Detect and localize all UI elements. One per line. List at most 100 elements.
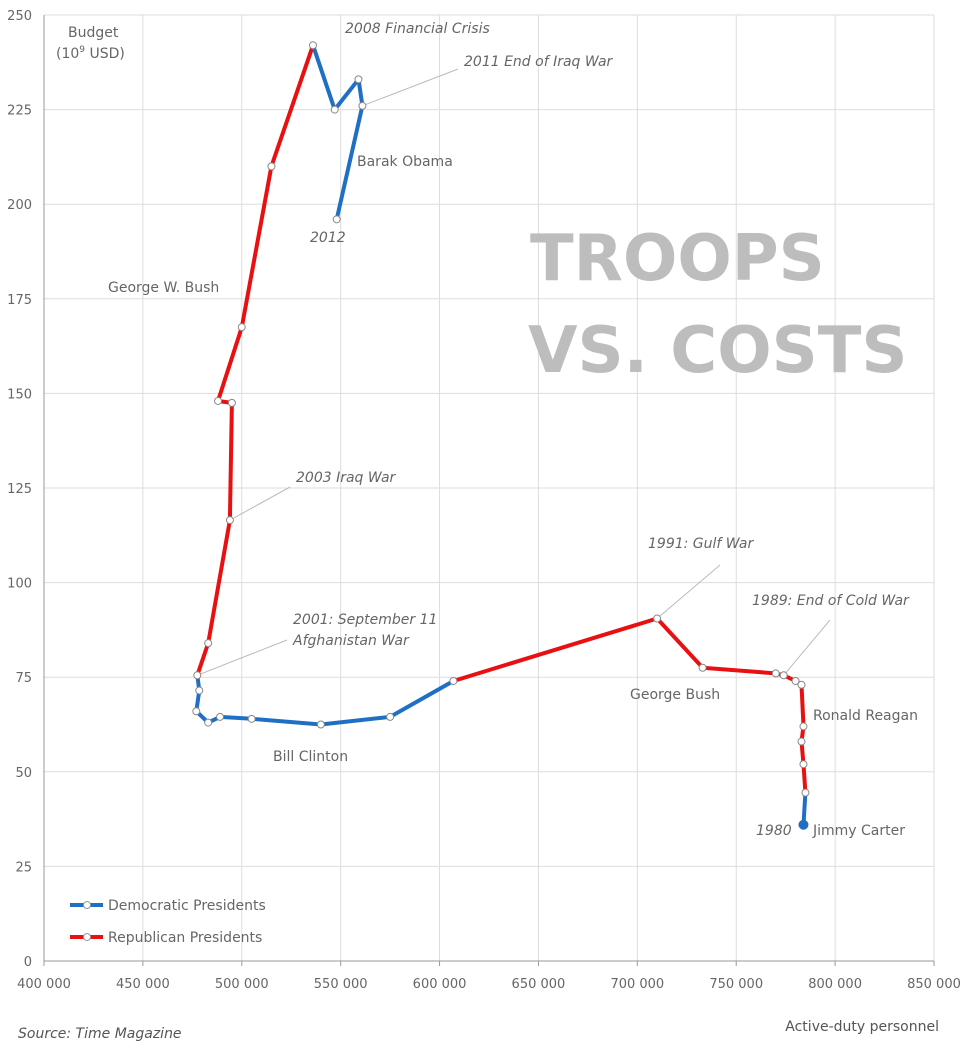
y-tick-label: 200	[7, 198, 32, 213]
data-point	[225, 516, 234, 525]
y-axis-label-unit: USD)	[85, 46, 125, 62]
source-note: Source: Time Magazine	[18, 1026, 182, 1042]
data-point	[779, 671, 788, 680]
annotation-2011-end-of-iraq-war: 2011 End of Iraq War	[464, 54, 614, 70]
annotation-leader	[362, 68, 459, 107]
x-tick-labels: 400 000 450 000 500 000 550 000 600 000 650 0…	[17, 977, 961, 992]
data-point	[698, 663, 707, 672]
data-point	[653, 614, 662, 623]
data-point	[237, 323, 246, 332]
y-tick-label: 150	[7, 387, 32, 402]
title-line-2: VS. COSTS	[528, 314, 907, 388]
y-axis-label-prefix: (10	[56, 46, 79, 62]
series-line-barak-obama	[311, 43, 365, 222]
president-label-jimmy-carter: Jimmy Carter	[812, 823, 905, 839]
data-point	[799, 760, 808, 769]
data-point	[449, 676, 458, 685]
series-line-george-bush	[451, 616, 778, 683]
y-tick-label: 100	[7, 577, 32, 592]
data-point	[386, 712, 395, 721]
data-point	[204, 639, 213, 648]
x-tick-label: 800 000	[808, 977, 862, 992]
series-line-ronald-reagan	[773, 671, 808, 795]
data-point	[801, 788, 810, 797]
y-axis-label-line-2: (109 USD)	[56, 45, 125, 62]
data-point	[797, 737, 806, 746]
y-tick-label: 250	[7, 9, 32, 24]
data-point	[316, 720, 325, 729]
x-tick-label: 850 000	[907, 977, 961, 992]
data-point	[330, 105, 339, 114]
y-tick-label: 25	[15, 860, 32, 875]
data-point	[204, 718, 213, 727]
data-point	[193, 671, 202, 680]
y-tick-label: 0	[24, 955, 32, 970]
data-point	[791, 676, 800, 685]
x-tick-label: 400 000	[17, 977, 71, 992]
annotation-leader	[656, 564, 721, 619]
annotation-afghanistan-war: Afghanistan War	[292, 633, 410, 649]
y-axis-label-exponent: 9	[79, 45, 85, 55]
y-tick-labels: 0 25 50 75 100 125 150 175 200 225 250	[7, 9, 32, 970]
data-point	[227, 398, 236, 407]
data-points	[192, 41, 810, 830]
title-line-1: TROOPS	[530, 222, 825, 296]
data-point	[247, 714, 256, 723]
x-tick-label: 500 000	[215, 977, 269, 992]
annotation-1980: 1980	[756, 823, 792, 839]
annotation-2012: 2012	[310, 230, 346, 246]
data-point	[267, 162, 276, 171]
series-line-jimmy-carter	[801, 790, 808, 827]
annotation-2001-september-11: 2001: September 11	[293, 612, 437, 628]
annotation-1991-gulf-war: 1991: Gulf War	[648, 536, 754, 552]
annotation-leader	[197, 639, 288, 676]
x-tick-label: 650 000	[512, 977, 566, 992]
president-label-bill-clinton: Bill Clinton	[273, 749, 348, 765]
y-axis-label-line-1: Budget	[68, 25, 119, 41]
legend-marker-republican	[83, 933, 91, 941]
data-point	[195, 686, 204, 695]
legend-label-republican: Republican Presidents	[108, 930, 262, 946]
annotation-leader	[783, 619, 831, 676]
x-tick-label: 700 000	[610, 977, 664, 992]
data-point	[308, 41, 317, 50]
legend-marker-democratic	[83, 901, 91, 909]
president-label-ronald-reagan: Ronald Reagan	[813, 708, 918, 724]
data-point	[799, 722, 808, 731]
annotation-leader-lines	[197, 68, 831, 676]
annotation-leader	[229, 486, 291, 521]
y-tick-label: 125	[7, 482, 32, 497]
start-point-1980	[798, 819, 809, 830]
x-tick-label: 750 000	[709, 977, 763, 992]
data-point	[797, 680, 806, 689]
data-point	[192, 707, 201, 716]
y-tick-label: 50	[15, 766, 32, 781]
x-tick-label: 600 000	[413, 977, 467, 992]
annotation-1989-end-of-cold-war: 1989: End of Cold War	[752, 593, 910, 609]
series-line-george-w-bush	[195, 43, 315, 678]
x-tick-label: 550 000	[314, 977, 368, 992]
president-label-barak-obama: Barak Obama	[357, 154, 453, 170]
axes	[43, 15, 935, 966]
annotation-2008-financial-crisis: 2008 Financial Crisis	[345, 21, 490, 37]
legend-label-democratic: Democratic Presidents	[108, 898, 266, 914]
y-tick-label: 225	[7, 104, 32, 119]
data-series	[194, 43, 808, 827]
data-point	[771, 669, 780, 678]
data-point	[358, 101, 367, 110]
president-label-george-w-bush: George W. Bush	[108, 280, 219, 296]
y-tick-label: 75	[15, 671, 32, 686]
data-point	[214, 396, 223, 405]
data-point	[216, 712, 225, 721]
data-point	[354, 75, 363, 84]
grid-lines	[44, 14, 935, 961]
series-line-bill-clinton	[194, 673, 456, 727]
x-tick-label: 450 000	[116, 977, 170, 992]
data-point	[332, 215, 341, 224]
y-tick-label: 175	[7, 293, 32, 308]
legend: Democratic Presidents Republican Preside…	[70, 898, 266, 946]
annotation-2003-iraq-war: 2003 Iraq War	[296, 470, 397, 486]
president-label-george-bush: George Bush	[630, 687, 720, 703]
x-axis-label: Active-duty personnel	[785, 1019, 939, 1035]
